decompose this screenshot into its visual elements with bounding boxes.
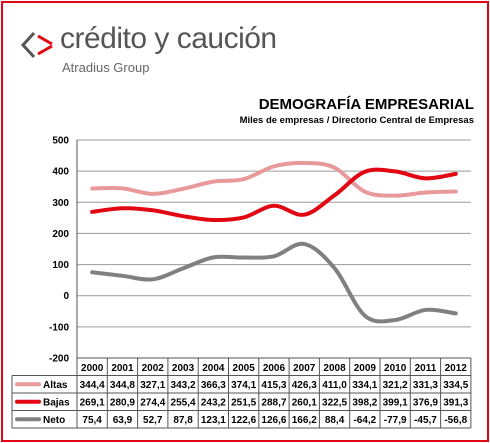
series-line-neto [90, 241, 458, 324]
y-tick-label: 200 [52, 229, 69, 240]
x-tick-label: 2000 [81, 363, 104, 374]
x-tick-label: 2002 [142, 363, 165, 374]
data-label: 63,9 [113, 415, 133, 426]
brand-name: crédito y caución [60, 22, 277, 55]
data-label: 166,2 [292, 415, 317, 426]
data-label: 399,1 [383, 397, 408, 408]
data-label: 366,3 [201, 380, 226, 391]
y-tick-label: 400 [52, 167, 69, 178]
data-label: 269,1 [80, 397, 105, 408]
y-tick-label: -200 [49, 354, 69, 365]
x-tick-label: 2007 [293, 363, 316, 374]
data-label: 391,3 [443, 397, 468, 408]
x-tick-label: 2008 [323, 363, 346, 374]
data-label: 255,4 [171, 397, 196, 408]
data-label: -64,2 [353, 415, 376, 426]
data-label: 343,2 [171, 380, 196, 391]
x-tick-label: 2011 [415, 363, 437, 374]
data-label: 321,2 [383, 380, 408, 391]
data-label: 75,4 [82, 415, 102, 426]
data-label: -56,8 [444, 415, 467, 426]
data-label: 126,6 [261, 415, 286, 426]
data-label: 88,4 [325, 415, 345, 426]
data-label: 327,1 [140, 380, 165, 391]
data-label: 288,7 [261, 397, 286, 408]
y-tick-label: 100 [52, 260, 69, 271]
data-label: -77,9 [384, 415, 407, 426]
legend-entry: Altas [43, 380, 68, 391]
data-label: 251,5 [231, 397, 256, 408]
data-label: 123,1 [201, 415, 226, 426]
chart-title: DEMOGRAFÍA EMPRESARIAL [258, 96, 474, 113]
brand-mark-icon [20, 31, 53, 59]
y-tick-label: -100 [49, 322, 69, 333]
data-label: 122,6 [231, 415, 256, 426]
data-label: 411,0 [322, 380, 347, 391]
data-label: 398,2 [352, 397, 377, 408]
data-label: 376,9 [413, 397, 438, 408]
data-label: 274,4 [140, 397, 165, 408]
x-tick-label: 2003 [172, 363, 195, 374]
data-label: 331,3 [413, 380, 438, 391]
data-label: 243,2 [201, 397, 226, 408]
legend-entry: Neto [43, 415, 65, 426]
data-label: 322,5 [322, 397, 347, 408]
x-tick-label: 2004 [202, 363, 225, 374]
data-label: -45,7 [414, 415, 437, 426]
legend-entry: Bajas [43, 397, 70, 408]
data-label: 280,9 [110, 397, 135, 408]
x-tick-label: 2005 [233, 363, 256, 374]
data-label: 87,8 [173, 415, 193, 426]
data-label: 426,3 [292, 380, 317, 391]
data-label: 344,8 [110, 380, 135, 391]
data-label: 344,4 [80, 380, 105, 391]
data-label: 52,7 [143, 415, 163, 426]
x-tick-label: 2001 [111, 363, 134, 374]
chart-subtitle: Miles de empresas / Directorio Central d… [239, 115, 474, 126]
series-line-altas [90, 160, 458, 198]
x-tick-label: 2010 [384, 363, 407, 374]
x-tick-label: 2012 [445, 363, 468, 374]
x-tick-label: 2009 [354, 363, 377, 374]
y-tick-label: 500 [52, 136, 69, 147]
x-tick-label: 2006 [263, 363, 286, 374]
series-line-bajas [90, 167, 458, 223]
data-label: 374,1 [231, 380, 256, 391]
brand-group: Atradius Group [62, 60, 150, 75]
y-tick-label: 0 [63, 291, 69, 302]
data-label: 415,3 [261, 380, 286, 391]
data-label: 334,1 [352, 380, 377, 391]
data-label: 334,5 [443, 380, 468, 391]
data-label: 260,1 [292, 397, 317, 408]
y-tick-label: 300 [52, 198, 69, 209]
brand-logo: crédito y caución Atradius Group [20, 22, 320, 82]
